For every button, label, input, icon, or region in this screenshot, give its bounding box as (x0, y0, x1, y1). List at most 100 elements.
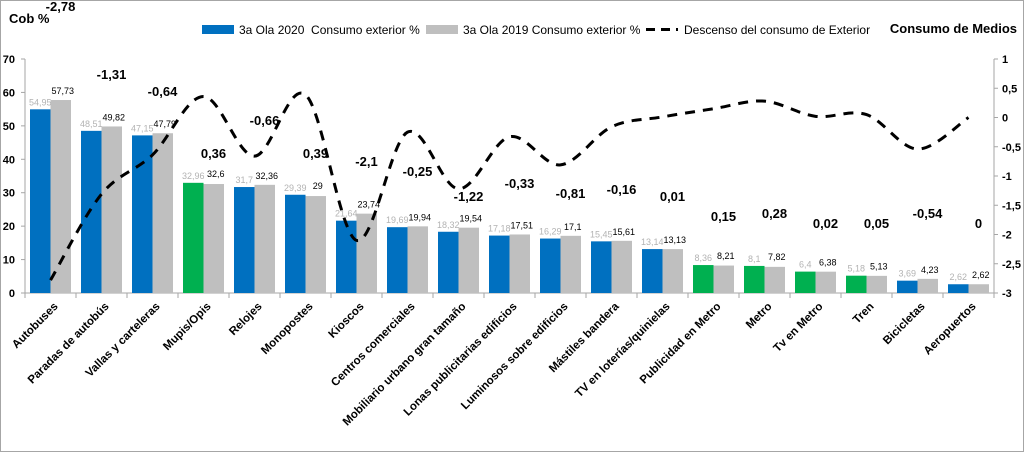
legend-label-2019: 3a Ola 2019 Consumo exterior % (463, 23, 641, 37)
data-label-2020: 54,95 (29, 97, 52, 107)
category-label: TV en loterías/quinielas (573, 301, 672, 400)
data-label-2019: 19,94 (408, 212, 431, 222)
data-label-2020: 13,14 (641, 237, 664, 247)
left-axis-tick-label: 40 (3, 154, 15, 166)
data-label-2020: 48,51 (80, 119, 103, 129)
bar-2020 (540, 238, 561, 293)
data-label-2020: 47,15 (131, 123, 154, 133)
line-data-label: -0,64 (148, 84, 178, 99)
bar-2019 (968, 284, 989, 293)
data-label-2020: 8,36 (694, 253, 712, 263)
line-data-label: -1,22 (454, 189, 484, 204)
legend-label-descenso: Descenso del consumo de Exterior (684, 23, 870, 37)
bar-2019 (407, 226, 428, 293)
category-label: Kioscos (326, 301, 366, 341)
data-label-2019: 32,6 (207, 169, 225, 179)
data-label-2020: 2,62 (949, 272, 967, 282)
bar-2019 (50, 100, 71, 294)
bar-2019 (866, 275, 887, 293)
category-label: Tren (851, 301, 877, 327)
bar-2020 (234, 187, 255, 293)
data-label-2020: 3,69 (898, 269, 916, 279)
category-label: Metro (744, 301, 775, 332)
line-data-label: -2,78 (46, 1, 76, 14)
line-data-label: 0,36 (201, 146, 226, 161)
bar-2019 (305, 196, 326, 293)
line-series (49, 91, 970, 281)
legend-swatch-2020 (202, 25, 234, 34)
category-label: Luminosos sobre edificios (459, 301, 571, 413)
line-data-label: 0 (975, 216, 982, 231)
data-label-2019: 6,38 (819, 258, 837, 268)
left-axis-tick-label: 50 (3, 121, 15, 133)
right-axis-title: Consumo de Medios (890, 21, 1017, 36)
right-axis-tick-label: 1 (1002, 54, 1008, 66)
data-label-2020: 5,18 (847, 264, 865, 274)
bar-2019 (509, 234, 530, 293)
bars (30, 100, 989, 294)
bar-2020 (795, 271, 816, 293)
bar-2019 (662, 249, 683, 293)
right-axis-tick-label: -2 (1002, 230, 1012, 242)
data-label-2020: 18,32 (437, 220, 460, 230)
data-label-2019: 32,36 (255, 171, 278, 181)
left-axis-tick-label: 30 (3, 188, 15, 200)
category-label: Aeropuertos (922, 301, 979, 358)
data-label-2020: 29,39 (284, 183, 307, 193)
descenso-line (49, 91, 970, 281)
legend-item-2020: 3a Ola 2020 Consumo exterior % (202, 23, 420, 37)
left-axis-tick-label: 10 (3, 255, 15, 267)
right-axis-tick-label: -3 (1002, 288, 1012, 300)
line-data-label: 0,05 (864, 216, 889, 231)
bar-2020 (438, 231, 459, 293)
right-axis-tick-label: -0,5 (1002, 142, 1021, 154)
bar-2020 (846, 275, 867, 293)
data-label-2019: 13,13 (663, 235, 686, 245)
legend-label-2020: 3a Ola 2020 Consumo exterior % (239, 23, 420, 37)
data-label-2019: 5,13 (870, 262, 888, 272)
category-label: Centros comerciales (329, 301, 417, 389)
data-label-2020: 19,69 (386, 215, 409, 225)
data-label-2020: 32,96 (182, 171, 205, 181)
line-data-label: -0,81 (556, 186, 586, 201)
bar-2020 (744, 265, 765, 293)
legend-item-descenso: Descenso del consumo de Exterior (646, 23, 870, 37)
bar-2020 (897, 280, 918, 293)
line-data-label: -0,66 (250, 113, 280, 128)
data-label-2020: 17,18 (488, 224, 511, 234)
data-label-2019: 17,1 (564, 222, 582, 232)
data-label-2019: 17,51 (510, 220, 533, 230)
data-label-2019: 29 (313, 181, 323, 191)
legend-swatch-2019 (426, 25, 458, 34)
line-data-label: 0,01 (660, 189, 685, 204)
category-label: Bicicletas (881, 301, 927, 347)
bar-2020 (489, 235, 510, 293)
right-axis-tick-label: -1 (1002, 171, 1012, 183)
bar-2020 (948, 284, 969, 293)
bar-2020 (387, 227, 408, 293)
category-label: Autobuses (10, 301, 61, 352)
category-label: Monopostes (259, 301, 315, 357)
bar-2019 (713, 265, 734, 293)
data-label-2019: 4,23 (921, 265, 939, 275)
category-label: Relojes (227, 301, 264, 338)
category-label: Mupis/Opis (161, 301, 213, 353)
bar-2020 (693, 265, 714, 293)
right-axis-tick-label: 0 (1002, 113, 1008, 125)
left-axis-tick-label: 20 (3, 221, 15, 233)
data-label-2020: 6,4 (799, 260, 812, 270)
bar-2020 (81, 130, 102, 293)
line-data-label: 0,28 (762, 206, 787, 221)
data-label-2019: 7,82 (768, 252, 786, 262)
data-label-2020: 21,64 (335, 209, 358, 219)
bar-2019 (815, 271, 836, 293)
bar-2019 (203, 184, 224, 293)
bar-2019 (917, 278, 938, 293)
line-data-label: -1,31 (97, 67, 127, 82)
data-label-2019: 15,61 (612, 227, 635, 237)
line-data-label: -2,1 (355, 154, 377, 169)
